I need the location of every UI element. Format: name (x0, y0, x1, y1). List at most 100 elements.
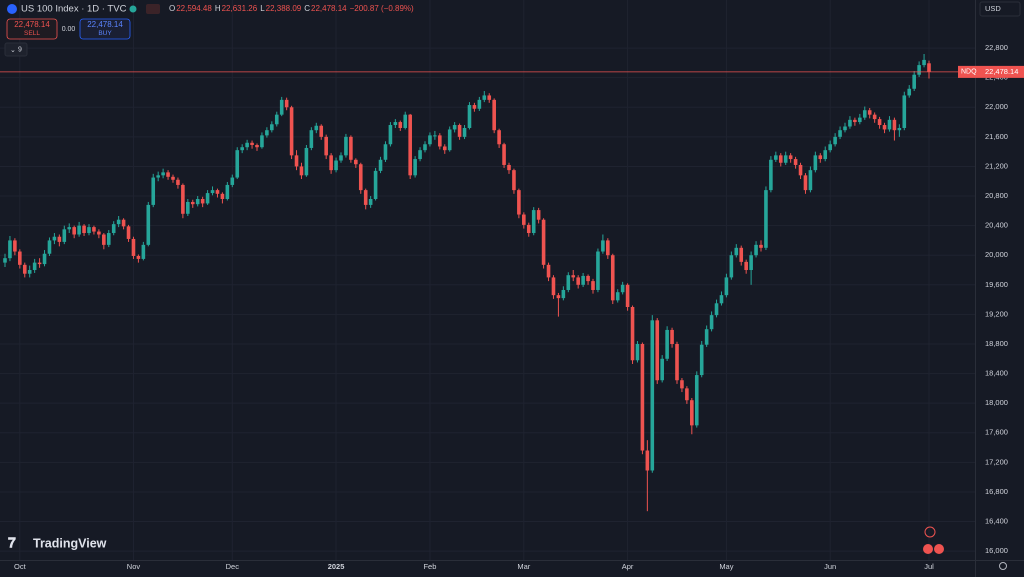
currency-button[interactable] (979, 1, 1021, 17)
candle-body (699, 344, 704, 376)
candle-body (808, 170, 813, 191)
candle-body (546, 264, 551, 278)
candle-body (67, 227, 72, 230)
candle-body (82, 225, 86, 234)
candle-body (176, 179, 180, 185)
candle-body (166, 172, 170, 177)
y-tick-label: 20,400 (985, 221, 1008, 230)
candle-body (517, 190, 521, 215)
candle-body (339, 155, 343, 161)
currency: USD (985, 4, 1001, 13)
candle-body (462, 127, 467, 137)
candle-body (714, 303, 719, 316)
candle-body (423, 144, 427, 151)
candle-body (260, 135, 264, 148)
event-icon[interactable] (924, 526, 936, 538)
candle-body (378, 159, 383, 171)
candle-body (398, 122, 403, 128)
candle-body (853, 119, 857, 123)
candle-body (151, 177, 156, 205)
candle-body (912, 74, 916, 89)
candle-body (749, 255, 753, 271)
candle-body (72, 227, 76, 235)
candle-body (42, 253, 47, 265)
y-tick-label: 16,400 (985, 517, 1008, 526)
buy-button[interactable] (79, 18, 131, 40)
candle-body (111, 224, 116, 234)
candle-body (294, 155, 299, 167)
y-tick-label: 16,000 (985, 546, 1008, 555)
candle-body (685, 388, 689, 401)
candle-body (675, 343, 679, 381)
candle-body (526, 224, 531, 234)
candle-body (438, 135, 442, 147)
candle-body (116, 219, 121, 225)
candle-body (566, 275, 571, 290)
x-tick-label: May (719, 562, 733, 571)
candle-body (319, 125, 324, 137)
candle-body (408, 114, 412, 176)
last-price-badge (958, 65, 1024, 78)
candle-body (823, 150, 828, 160)
sell-label: SELL (24, 30, 40, 37)
candle-body (368, 198, 373, 205)
candle-body (838, 130, 842, 137)
symbol[interactable]: US 100 Index · 1D · TVC (21, 4, 127, 15)
candle-body (724, 277, 729, 296)
sell-button[interactable] (6, 18, 58, 40)
candle-body (354, 159, 358, 165)
candle-body (828, 144, 832, 151)
candle-body (719, 295, 724, 304)
candle-body (596, 251, 600, 290)
y-tick-label: 18,800 (985, 339, 1008, 348)
event-flag[interactable] (934, 544, 944, 554)
candle-body (833, 136, 837, 145)
candle-body (97, 231, 101, 235)
event-flag[interactable] (923, 544, 933, 554)
candle-body (561, 289, 566, 299)
candle-body (610, 255, 615, 301)
candle-body (655, 320, 660, 381)
candle-body (215, 190, 220, 194)
candle-body (18, 251, 22, 265)
ohlc-key: C (304, 4, 310, 13)
candle-body (373, 170, 378, 199)
candle-body (650, 320, 655, 471)
candle-body (497, 130, 501, 145)
candle-body (358, 164, 363, 191)
candle-body (433, 135, 437, 137)
candle-body (630, 307, 635, 361)
candle-body (778, 155, 783, 163)
candle-body (457, 125, 462, 137)
candle-body (467, 105, 472, 128)
candle-body (195, 198, 200, 205)
candle-body (220, 193, 225, 199)
y-tick-label: 18,400 (985, 369, 1008, 378)
indicators-toggle[interactable] (4, 42, 28, 57)
candle-body (240, 147, 244, 151)
candle-body (388, 125, 393, 145)
candle-body (190, 201, 195, 205)
candle-body (813, 155, 818, 171)
logo[interactable]: TradingView (33, 536, 107, 550)
y-tick-label: 19,200 (985, 309, 1008, 318)
y-tick-label: 19,600 (985, 280, 1008, 289)
candle-body (141, 244, 146, 259)
candle-body (897, 127, 902, 131)
settings-icon[interactable] (999, 562, 1007, 570)
candle-body (882, 125, 887, 130)
status-badge (146, 4, 160, 14)
candle-body (709, 315, 714, 330)
y-tick-label: 21,200 (985, 161, 1008, 170)
ohlc-values: O 22,594.48 H 22,631.26 L 22,388.09 C 22,478.14… (169, 4, 414, 13)
candle-body (744, 261, 748, 271)
candle-body (62, 229, 67, 242)
y-tick-label: 17,200 (985, 457, 1008, 466)
candle-body (265, 130, 269, 136)
candle-body (922, 59, 926, 66)
candle-body (531, 210, 536, 234)
candle-body (640, 343, 645, 451)
candle-body (8, 240, 12, 259)
